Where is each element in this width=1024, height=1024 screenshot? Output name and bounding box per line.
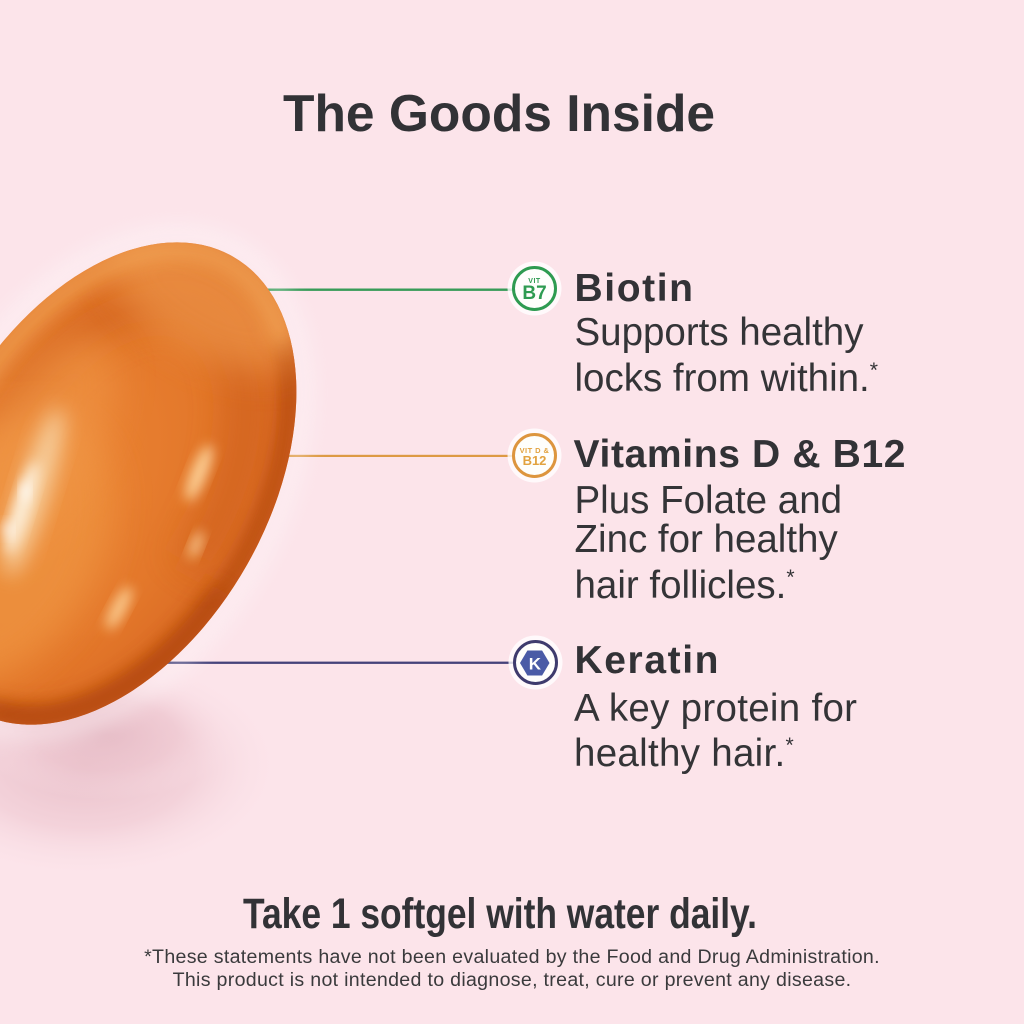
svg-text:K: K <box>529 654 542 673</box>
